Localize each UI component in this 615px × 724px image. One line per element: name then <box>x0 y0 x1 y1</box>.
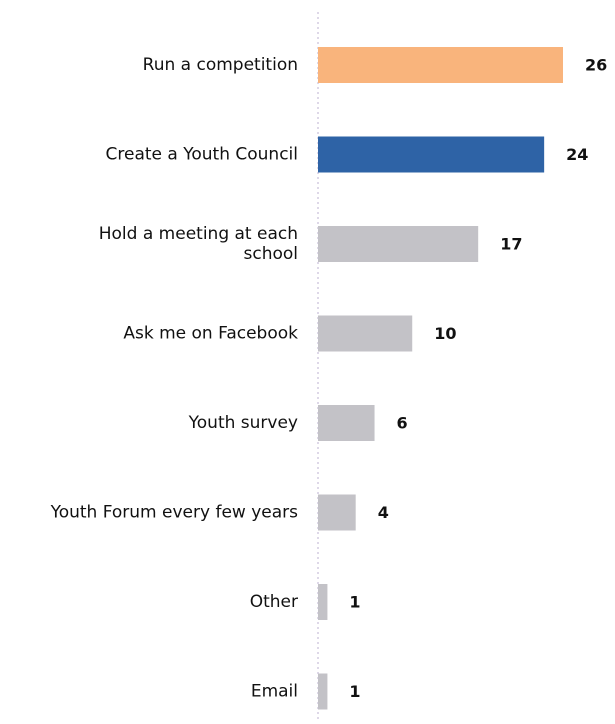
category-label-2-line-0: Hold a meeting at each <box>99 224 298 244</box>
category-label-7-line-0: Email <box>251 682 298 702</box>
category-label-6-line-0: Other <box>250 592 298 612</box>
value-label-1: 24 <box>566 145 588 164</box>
bar-4 <box>318 405 375 441</box>
category-label-group: Run a competition Create a Youth Council H… <box>50 55 299 702</box>
bar-2 <box>318 226 479 262</box>
bar-5 <box>318 494 356 531</box>
value-label-6: 1 <box>349 593 360 612</box>
value-label-3: 10 <box>434 324 456 343</box>
category-label-4-line-0: Youth survey <box>188 413 298 433</box>
category-label-3-line-0: Ask me on Facebook <box>123 324 298 344</box>
bar-1 <box>318 136 545 173</box>
category-label-2-line-1: school <box>243 244 298 264</box>
category-label-1-line-0: Create a Youth Council <box>106 145 298 165</box>
bar-group <box>318 47 563 710</box>
category-label-0-line-0: Run a competition <box>143 55 298 75</box>
value-label-4: 6 <box>397 414 408 433</box>
bar-3 <box>318 315 413 352</box>
value-label-7: 1 <box>349 682 360 701</box>
bar-7 <box>318 673 328 710</box>
bar-6 <box>318 584 328 620</box>
bar-0 <box>318 47 563 83</box>
value-label-0: 26 <box>585 56 607 75</box>
value-label-5: 4 <box>378 503 389 522</box>
category-label-5-line-0: Youth Forum every few years <box>50 503 299 523</box>
value-label-group: 26 24 17 10 6 4 1 1 <box>349 56 607 702</box>
value-label-2: 17 <box>500 235 522 254</box>
